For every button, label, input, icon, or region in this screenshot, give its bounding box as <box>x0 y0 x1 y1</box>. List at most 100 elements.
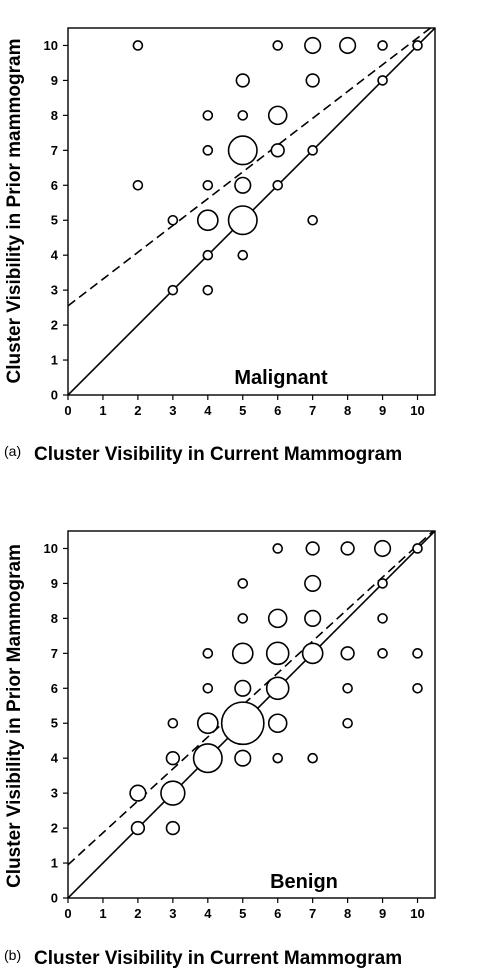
data-point <box>192 743 223 774</box>
panel-0: 0 1 2 3 4 5 6 7 8 9 10 0 1 2 3 4 5 6 7 8 9 10 Malignant Cluster… <box>4 27 436 465</box>
y-tick-label: 10 <box>44 38 58 53</box>
data-point <box>340 541 355 556</box>
x-tick-label: 2 <box>134 906 141 921</box>
y-tick-label: 8 <box>51 611 58 626</box>
x-tick-label: 0 <box>64 403 71 418</box>
y-tick-label: 0 <box>51 891 58 906</box>
data-point <box>301 642 324 665</box>
y-tick-label: 0 <box>51 388 58 403</box>
data-point <box>202 145 214 156</box>
data-point <box>342 682 353 694</box>
data-point <box>237 110 249 121</box>
x-tick-label: 2 <box>134 403 141 418</box>
y-tick-label: 5 <box>51 716 58 731</box>
data-point <box>412 648 423 659</box>
fit-line <box>68 531 435 866</box>
data-point <box>305 541 320 556</box>
data-point <box>267 608 288 629</box>
data-point <box>202 110 214 121</box>
x-tick-label: 4 <box>204 403 212 418</box>
data-point <box>227 205 258 236</box>
x-tick-label: 4 <box>204 906 212 921</box>
y-tick-label: 5 <box>51 213 58 228</box>
data-point <box>235 73 250 88</box>
y-tick-label: 3 <box>51 786 58 801</box>
data-point <box>132 179 144 191</box>
x-tick-label: 10 <box>410 906 424 921</box>
plot-frame <box>67 27 436 396</box>
data-point <box>202 249 214 261</box>
data-point <box>377 578 388 589</box>
y-tick-label: 2 <box>51 318 58 333</box>
y-tick-label: 10 <box>44 541 58 556</box>
data-point <box>307 752 318 764</box>
data-point <box>339 36 357 55</box>
data-point <box>305 73 320 88</box>
x-tick-label: 6 <box>274 906 281 921</box>
data-point <box>304 36 322 55</box>
y-tick-label: 7 <box>51 646 58 661</box>
data-point <box>307 145 318 156</box>
data-point <box>307 214 318 226</box>
y-tick-label: 1 <box>51 353 58 368</box>
data-point <box>272 752 284 764</box>
data-point <box>272 543 284 554</box>
panel-title: Malignant <box>234 367 328 389</box>
data-point <box>196 209 219 232</box>
data-point <box>304 609 322 627</box>
data-point <box>132 40 144 51</box>
data-point <box>202 648 214 659</box>
data-point <box>412 40 423 51</box>
data-point <box>231 642 254 665</box>
data-point <box>265 641 290 666</box>
x-tick-label: 5 <box>239 906 246 921</box>
x-tick-label: 6 <box>274 403 281 418</box>
data-point <box>412 543 423 554</box>
x-tick-label: 9 <box>379 906 386 921</box>
x-tick-label: 3 <box>169 906 176 921</box>
x-tick-label: 5 <box>239 403 246 418</box>
y-tick-label: 4 <box>51 248 59 263</box>
y-tick-label: 9 <box>51 576 58 591</box>
x-tick-label: 3 <box>169 403 176 418</box>
x-tick-label: 0 <box>64 906 71 921</box>
data-point <box>165 751 181 766</box>
y-tick-label: 4 <box>51 751 59 766</box>
panel-title: Benign <box>270 871 338 893</box>
y-tick-label: 8 <box>51 108 58 123</box>
data-point <box>270 143 285 158</box>
x-tick-label: 8 <box>344 403 351 418</box>
data-point <box>160 780 186 806</box>
data-point <box>237 249 249 261</box>
data-point <box>272 40 284 51</box>
data-point <box>237 578 249 589</box>
data-point <box>272 179 284 191</box>
data-point <box>377 40 388 51</box>
x-tick-label: 8 <box>344 906 351 921</box>
data-point <box>377 75 388 86</box>
data-point <box>167 284 179 296</box>
x-tick-label: 9 <box>379 403 386 418</box>
data-point <box>234 749 252 767</box>
y-tick-label: 1 <box>51 856 58 871</box>
y-tick-label: 3 <box>51 283 58 298</box>
data-point <box>340 646 355 661</box>
panel-tag: (b) <box>4 947 21 963</box>
data-point <box>165 820 181 836</box>
data-point <box>202 682 214 694</box>
data-point <box>220 701 265 746</box>
x-tick-label: 1 <box>99 403 106 418</box>
y-axis-label: Cluster Visibility in Prior Mammogram <box>4 544 25 888</box>
data-point <box>234 679 252 697</box>
y-tick-label: 6 <box>51 178 58 193</box>
x-tick-label: 1 <box>99 906 106 921</box>
data-point <box>342 717 353 729</box>
data-point <box>237 613 249 624</box>
y-tick-label: 9 <box>51 73 58 88</box>
panel-tag: (a) <box>4 443 21 459</box>
y-tick-label: 7 <box>51 143 58 158</box>
panel-1: 0 1 2 3 4 5 6 7 8 9 10 0 1 2 3 4 5 6 7 8 9 10 Benign Cluster Vi… <box>4 530 436 969</box>
data-point <box>130 820 146 836</box>
data-point <box>412 682 423 694</box>
